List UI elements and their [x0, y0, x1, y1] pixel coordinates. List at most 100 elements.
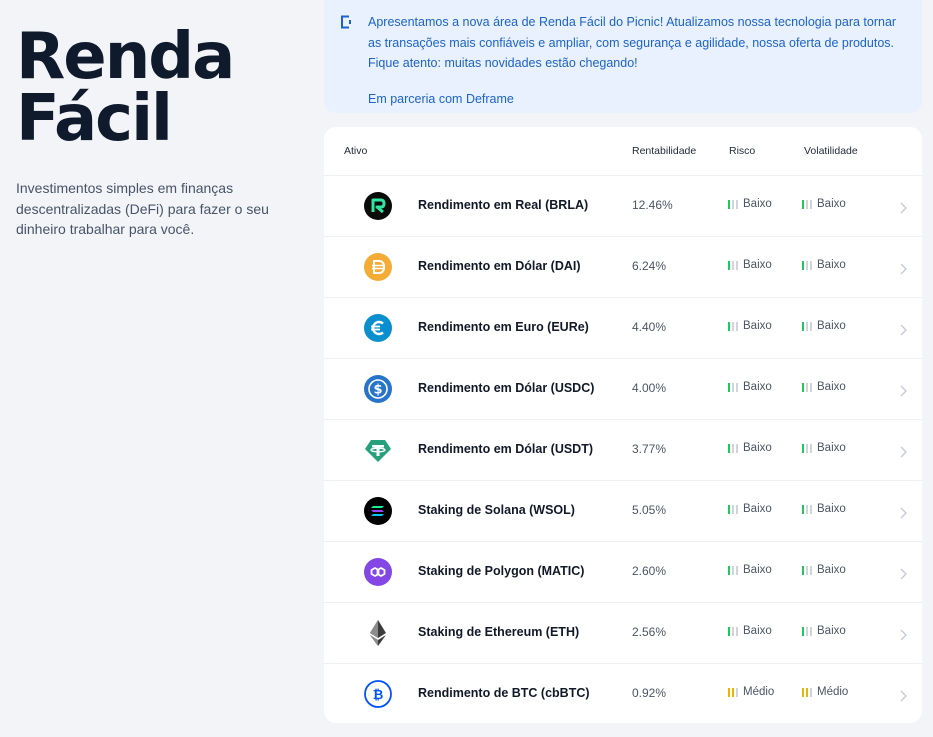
volatility-label: Baixo — [817, 625, 846, 637]
chevron-right-icon — [900, 385, 907, 397]
asset-volatility: Baixo — [802, 198, 846, 210]
asset-risk: Baixo — [728, 259, 772, 271]
chevron-right-icon — [900, 629, 907, 641]
asset-yield: 6.24% — [632, 259, 667, 273]
asset-yield: 2.60% — [632, 564, 667, 578]
table-row[interactable]: ₿ Rendimento de BTC (cbBTC) 0.92% Médio … — [324, 664, 922, 723]
svg-text:₿: ₿ — [373, 688, 384, 703]
volatility-label: Baixo — [817, 442, 846, 454]
brla-icon — [364, 192, 392, 220]
eure-icon — [364, 314, 392, 342]
asset-name: Rendimento em Dólar (USDC) — [418, 381, 595, 395]
risk-label: Baixo — [743, 625, 772, 637]
volatility-label: Baixo — [817, 381, 846, 393]
dai-icon — [364, 253, 392, 281]
asset-risk: Baixo — [728, 564, 772, 576]
header-risk: Risco — [729, 145, 756, 157]
header-asset: Ativo — [344, 145, 368, 157]
chevron-right-icon — [900, 690, 907, 702]
table-row[interactable]: Staking de Polygon (MATIC) 2.60% Baixo B… — [324, 542, 922, 603]
asset-volatility: Baixo — [802, 320, 846, 332]
asset-volatility: Baixo — [802, 442, 846, 454]
partner-link[interactable]: Em parceria com Deframe — [368, 91, 514, 106]
asset-volatility: Baixo — [802, 381, 846, 393]
table-row[interactable]: Staking de Ethereum (ETH) 2.56% Baixo Ba… — [324, 603, 922, 664]
risk-level-icon — [728, 443, 738, 453]
risk-label: Baixo — [743, 442, 772, 454]
risk-level-icon — [728, 382, 738, 392]
asset-volatility: Baixo — [802, 625, 846, 637]
asset-yield: 0.92% — [632, 686, 667, 700]
risk-label: Baixo — [743, 320, 772, 332]
volatility-level-icon — [802, 199, 812, 209]
risk-label: Baixo — [743, 259, 772, 271]
risk-level-icon — [728, 504, 738, 514]
volatility-level-icon — [802, 321, 812, 331]
volatility-level-icon — [802, 260, 812, 270]
asset-name: Rendimento de BTC (cbBTC) — [418, 686, 590, 700]
table-row[interactable]: Staking de Solana (WSOL) 5.05% Baixo Bai… — [324, 481, 922, 542]
hero-section: Renda Fácil Investimentos simples em fin… — [16, 25, 306, 240]
asset-volatility: Baixo — [802, 564, 846, 576]
asset-yield: 12.46% — [632, 198, 673, 212]
chevron-right-icon — [900, 202, 907, 214]
cbbtc-icon: ₿ — [364, 680, 392, 708]
volatility-label: Baixo — [817, 564, 846, 576]
table-body: Rendimento em Real (BRLA) 12.46% Baixo B… — [324, 176, 922, 723]
risk-level-icon — [728, 260, 738, 270]
page-title: Renda Fácil — [16, 25, 306, 151]
asset-name: Staking de Polygon (MATIC) — [418, 564, 585, 578]
asset-volatility: Baixo — [802, 503, 846, 515]
solana-icon — [364, 497, 392, 525]
volatility-label: Baixo — [817, 259, 846, 271]
chevron-right-icon — [900, 324, 907, 336]
volatility-label: Baixo — [817, 198, 846, 210]
asset-name: Staking de Ethereum (ETH) — [418, 625, 580, 639]
volatility-label: Baixo — [817, 503, 846, 515]
chevron-right-icon — [900, 263, 907, 275]
asset-yield: 5.05% — [632, 503, 667, 517]
table-row[interactable]: Rendimento em Dólar (USDT) 3.77% Baixo B… — [324, 420, 922, 481]
asset-yield: 3.77% — [632, 442, 667, 456]
info-icon — [341, 15, 351, 29]
ethereum-icon — [370, 620, 386, 646]
table-header: Ativo Rentabilidade Risco Volatilidade — [324, 127, 922, 176]
volatility-label: Baixo — [817, 320, 846, 332]
table-row[interactable]: $ Rendimento em Dólar (USDC) 4.00% Baixo… — [324, 359, 922, 420]
risk-label: Médio — [743, 686, 775, 698]
risk-level-icon — [728, 321, 738, 331]
usdt-icon — [365, 440, 391, 462]
asset-name: Rendimento em Euro (EURe) — [418, 320, 589, 334]
asset-yield: 4.00% — [632, 381, 667, 395]
asset-risk: Baixo — [728, 320, 772, 332]
risk-level-icon — [728, 687, 738, 697]
polygon-icon — [364, 558, 392, 586]
chevron-right-icon — [900, 507, 907, 519]
table-row[interactable]: Rendimento em Euro (EURe) 4.40% Baixo Ba… — [324, 298, 922, 359]
risk-label: Baixo — [743, 381, 772, 393]
asset-yield: 2.56% — [632, 625, 667, 639]
volatility-level-icon — [802, 443, 812, 453]
risk-label: Baixo — [743, 564, 772, 576]
svg-text:$: $ — [373, 383, 382, 398]
volatility-level-icon — [802, 565, 812, 575]
volatility-level-icon — [802, 687, 812, 697]
asset-risk: Médio — [728, 686, 774, 698]
table-row[interactable]: Rendimento em Real (BRLA) 12.46% Baixo B… — [324, 176, 922, 237]
announcement-text: Apresentamos a nova área de Renda Fácil … — [368, 15, 897, 70]
volatility-level-icon — [802, 504, 812, 514]
table-row[interactable]: Rendimento em Dólar (DAI) 6.24% Baixo Ba… — [324, 237, 922, 298]
asset-volatility: Baixo — [802, 259, 846, 271]
asset-volatility: Médio — [802, 686, 848, 698]
asset-name: Rendimento em Dólar (DAI) — [418, 259, 581, 273]
asset-risk: Baixo — [728, 503, 772, 515]
chevron-right-icon — [900, 446, 907, 458]
header-volatility: Volatilidade — [804, 145, 858, 157]
page-description: Investimentos simples em finanças descen… — [16, 180, 269, 237]
risk-level-icon — [728, 565, 738, 575]
asset-yield: 4.40% — [632, 320, 667, 334]
header-yield: Rentabilidade — [632, 145, 697, 157]
volatility-level-icon — [802, 626, 812, 636]
page-title-line1: Renda — [16, 20, 235, 94]
risk-label: Baixo — [743, 503, 772, 515]
